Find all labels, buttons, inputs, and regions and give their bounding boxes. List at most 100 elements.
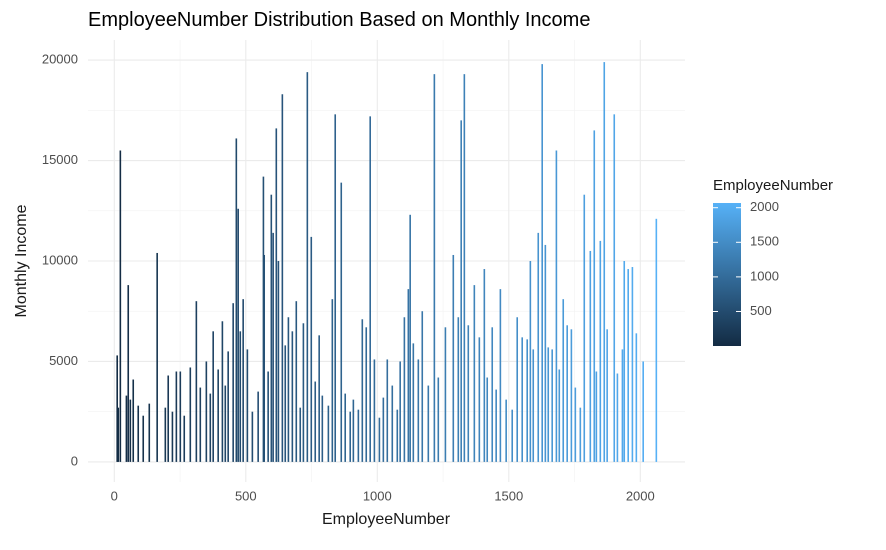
legend-tick-label: 500 [750,303,772,318]
bar [199,387,202,462]
bar [463,74,466,462]
bar [483,269,486,462]
bar [171,411,174,462]
bar [526,339,529,462]
bar [589,250,592,462]
bar [242,299,244,462]
bar [284,345,287,462]
bar [623,261,626,462]
bar [478,337,481,462]
bar [551,349,553,462]
chart-title: EmployeeNumber Distribution Based on Mon… [88,9,590,31]
bar [331,299,334,462]
bar [352,399,355,462]
x-tick-label: 1000 [363,488,392,503]
bar [227,351,229,462]
bar [532,349,535,462]
bar [558,369,561,462]
bar [547,347,550,462]
bar [369,116,371,462]
bar [631,267,634,462]
bar [412,343,415,462]
bar [277,261,280,462]
y-tick-label: 20000 [42,52,78,67]
bar [603,62,606,462]
bar [117,407,120,462]
bar [270,194,273,462]
bar [321,395,324,462]
bar [291,331,294,462]
bar [505,399,507,462]
bar [237,208,239,462]
bar [491,327,494,462]
bar [399,361,401,462]
bar [606,329,608,462]
bar [183,415,186,462]
bar [583,194,586,462]
bar [361,319,364,462]
bar [444,327,447,462]
bar [287,317,290,462]
bar [555,150,558,462]
bar [544,244,547,462]
bar [460,120,462,462]
bar [302,323,305,462]
bar [574,387,577,462]
bar [529,261,532,462]
bar [409,214,411,462]
bar [595,371,598,462]
bar [593,130,596,462]
bar [334,114,337,462]
bar [314,381,317,462]
x-axis-title: EmployeeNumber [322,511,451,528]
bar [217,369,219,462]
bar [627,269,629,462]
x-tick-label: 500 [235,488,257,503]
bar [417,359,420,462]
bar [251,411,254,462]
bar [437,377,440,462]
bar [327,405,330,462]
bar [566,325,568,462]
bar [132,379,135,462]
bar [318,335,320,462]
bar [224,385,227,462]
bar [167,375,170,462]
colorbar [713,203,741,346]
bar [142,415,145,462]
bar [613,114,616,462]
bar [386,359,389,462]
bar [407,289,410,462]
y-tick-label: 10000 [42,252,78,267]
legend-tick-label: 2000 [750,199,779,214]
bar [427,385,430,462]
bar [452,254,455,462]
bar [396,409,399,462]
bar [579,407,582,462]
bar [306,72,309,462]
bar [391,385,394,462]
bar [295,301,298,462]
bar [275,128,278,462]
bar [127,285,130,462]
bar [212,331,214,462]
bar [495,389,497,462]
y-axis-title: Monthly Income [13,204,30,317]
bar [537,232,540,462]
bar [570,329,573,462]
bar [511,409,514,462]
bar [365,327,368,462]
bar [349,411,352,462]
bar [239,331,242,462]
bar [357,409,360,462]
x-tick-label: 1500 [494,488,523,503]
bar [457,317,460,462]
bar [175,371,178,462]
bar [616,373,619,462]
bar [299,407,302,462]
bar [340,182,343,462]
bar [272,232,274,462]
bar [129,399,132,462]
legend-tick-label: 1500 [750,234,779,249]
legend-tick-label: 1000 [750,268,779,283]
